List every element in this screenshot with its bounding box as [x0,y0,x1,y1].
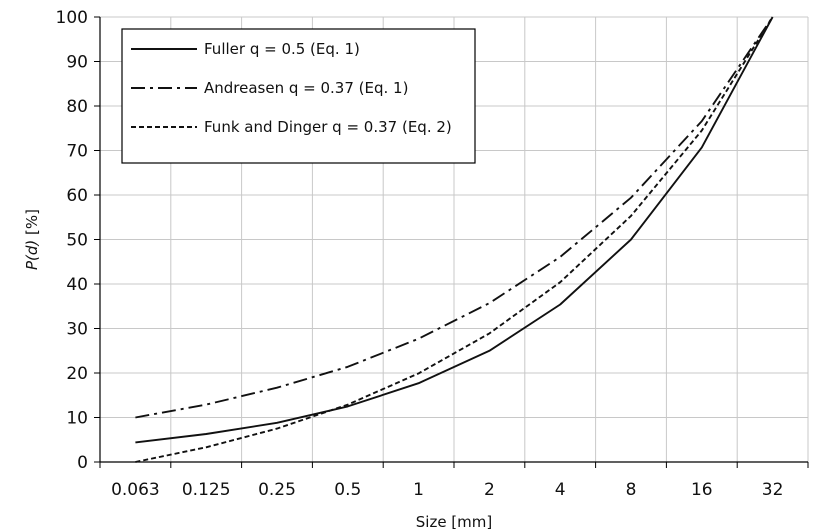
x-tick-label: 0.25 [258,480,296,500]
x-axis-title: Size [mm] [416,513,493,531]
x-tick-label: 16 [691,480,713,500]
y-tick-label: 60 [66,186,88,206]
y-axis-title-symbol: P(d) [23,240,41,270]
x-tick-label: 8 [626,480,637,500]
legend: Fuller q = 0.5 (Eq. 1) Andreasen q = 0.37… [121,28,476,164]
y-tick-label: 40 [66,275,88,295]
y-tick-label: 30 [66,320,88,340]
x-tick-label: 4 [555,480,566,500]
legend-label-1: Fuller q = 0.5 (Eq. 1) [204,40,360,58]
y-axis-title-unit: [%] [23,209,41,240]
x-tick-label: 32 [762,480,784,500]
y-tick-label: 80 [66,97,88,117]
y-axis-title: P(d) [%] [23,209,41,270]
legend-box [121,28,476,164]
legend-label-3: Funk and Dinger q = 0.37 (Eq. 2) [204,118,452,136]
y-tick-label: 20 [66,364,88,384]
x-tick-label: 0.5 [334,480,361,500]
axes [94,16,809,468]
series-lines [135,16,774,463]
series-line-2 [135,16,774,419]
y-tick-label: 10 [66,409,88,429]
y-tick-label: 100 [56,8,88,28]
y-tick-label: 0 [77,453,88,473]
x-tick-label: 1 [413,480,424,500]
legend-label-2: Andreasen q = 0.37 (Eq. 1) [204,79,408,97]
y-tick-label: 70 [66,142,88,162]
x-tick-label: 0.125 [182,480,231,500]
y-tick-label: 50 [66,231,88,251]
y-tick-label: 90 [66,53,88,73]
series-line-1 [135,16,774,444]
series-line-3 [135,16,774,463]
x-tick-label: 2 [484,480,495,500]
tick-labels: 0 10 20 30 40 50 60 70 80 90 100 0.063 0.125 0.25 0.5 1… [56,8,784,500]
x-tick-label: 0.063 [111,480,160,500]
